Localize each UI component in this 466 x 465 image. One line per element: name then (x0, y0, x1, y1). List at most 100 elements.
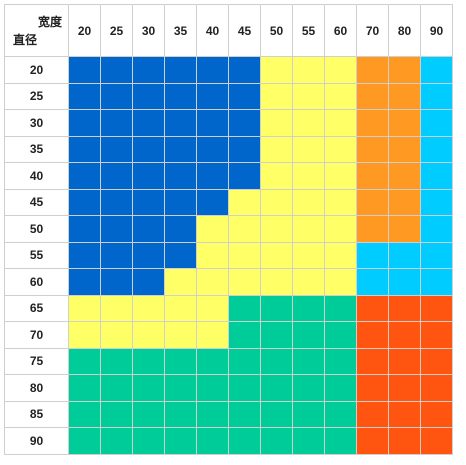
grid-cell (164, 347, 197, 375)
grid-cell (100, 374, 133, 402)
row-header: 65 (4, 294, 69, 322)
grid-cell (260, 294, 293, 322)
grid-cell (132, 188, 165, 216)
grid-cell (100, 294, 133, 322)
grid-cell (388, 347, 421, 375)
grid-table: 宽度 直径 20 25 30 35 40 45 50 55 60 70 80 90 20 25 30 35 4… (4, 4, 453, 455)
grid-cell (132, 268, 165, 296)
grid-cell (196, 427, 229, 455)
grid-cell (356, 56, 389, 84)
grid-cell (420, 82, 453, 110)
grid-cell (228, 321, 261, 349)
grid-cell (132, 109, 165, 137)
table-row: 80 (4, 374, 453, 402)
grid-cell (132, 400, 165, 428)
column-header: 80 (388, 4, 421, 57)
row-header: 90 (4, 427, 69, 455)
grid-cell (164, 241, 197, 269)
grid-cell (164, 427, 197, 455)
grid-cell (420, 374, 453, 402)
grid-cell (420, 135, 453, 163)
grid-cell (132, 162, 165, 190)
grid-cell (324, 294, 357, 322)
grid-cell (292, 321, 325, 349)
grid-cell (196, 294, 229, 322)
grid-cell (324, 241, 357, 269)
row-header: 40 (4, 162, 69, 190)
row-header: 30 (4, 109, 69, 137)
grid-cell (260, 400, 293, 428)
table-row: 55 (4, 241, 453, 269)
table-row: 75 (4, 347, 453, 375)
grid-cell (260, 215, 293, 243)
grid-cell (164, 215, 197, 243)
grid-cell (228, 400, 261, 428)
grid-cell (100, 215, 133, 243)
grid-cell (260, 374, 293, 402)
grid-cell (420, 188, 453, 216)
grid-cell (228, 188, 261, 216)
grid-cell (68, 241, 101, 269)
table-row: 70 (4, 321, 453, 349)
grid-cell (196, 347, 229, 375)
grid-cell (100, 427, 133, 455)
grid-cell (260, 109, 293, 137)
grid-cell (292, 241, 325, 269)
grid-cell (388, 82, 421, 110)
grid-cell (68, 82, 101, 110)
grid-cell (196, 162, 229, 190)
grid-cell (228, 82, 261, 110)
grid-cell (324, 215, 357, 243)
grid-cell (420, 162, 453, 190)
grid-cell (324, 188, 357, 216)
column-header: 60 (324, 4, 357, 57)
grid-cell (324, 268, 357, 296)
grid-cell (68, 162, 101, 190)
grid-cell (260, 268, 293, 296)
grid-cell (388, 294, 421, 322)
grid-cell (68, 109, 101, 137)
col-axis-label: 宽度 (37, 15, 62, 29)
grid-cell (228, 374, 261, 402)
grid-cell (356, 162, 389, 190)
grid-cell (260, 321, 293, 349)
grid-cell (100, 268, 133, 296)
grid-cell (228, 427, 261, 455)
table-row: 85 (4, 400, 453, 428)
grid-cell (164, 321, 197, 349)
grid-cell (292, 109, 325, 137)
grid-cell (164, 374, 197, 402)
grid-cell (228, 294, 261, 322)
size-color-grid: 宽度 直径 20 25 30 35 40 45 50 55 60 70 80 90 20 25 30 35 4… (4, 4, 453, 455)
column-header: 45 (228, 4, 261, 57)
table-row: 30 (4, 109, 453, 137)
grid-cell (196, 241, 229, 269)
grid-cell (260, 427, 293, 455)
grid-cell (356, 427, 389, 455)
grid-cell (356, 135, 389, 163)
grid-cell (420, 347, 453, 375)
grid-cell (260, 56, 293, 84)
grid-cell (68, 135, 101, 163)
grid-cell (68, 400, 101, 428)
grid-cell (164, 82, 197, 110)
grid-cell (228, 347, 261, 375)
grid-cell (196, 268, 229, 296)
grid-cell (68, 294, 101, 322)
grid-cell (100, 56, 133, 84)
grid-cell (324, 321, 357, 349)
grid-cell (196, 109, 229, 137)
column-header: 55 (292, 4, 325, 57)
grid-cell (324, 400, 357, 428)
grid-cell (420, 400, 453, 428)
grid-cell (324, 109, 357, 137)
table-row: 25 (4, 82, 453, 110)
row-header: 35 (4, 135, 69, 163)
grid-cell (100, 135, 133, 163)
grid-cell (388, 135, 421, 163)
grid-cell (260, 162, 293, 190)
grid-cell (164, 268, 197, 296)
header-row: 宽度 直径 20 25 30 35 40 45 50 55 60 70 80 90 (4, 4, 453, 57)
column-header: 40 (196, 4, 229, 57)
grid-cell (164, 56, 197, 84)
